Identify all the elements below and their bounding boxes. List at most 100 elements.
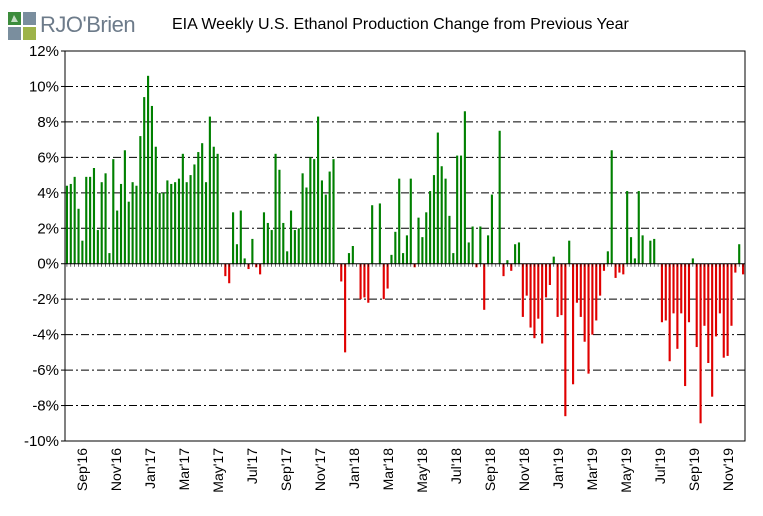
y-tick-label: 2% xyxy=(37,220,59,237)
bar xyxy=(707,263,710,363)
logo-mark-icon xyxy=(8,12,36,40)
bar xyxy=(347,253,351,264)
bar xyxy=(409,178,412,264)
x-tick-label: Nov'16 xyxy=(108,448,124,491)
bar xyxy=(533,263,536,339)
bar xyxy=(714,263,718,337)
bar xyxy=(398,178,401,264)
bar xyxy=(402,253,405,264)
y-tick-label: 4% xyxy=(37,185,59,202)
bar xyxy=(614,263,617,278)
bar xyxy=(405,235,408,264)
bar xyxy=(367,263,370,303)
bar xyxy=(112,159,115,264)
bar xyxy=(289,210,293,264)
bar xyxy=(672,263,675,314)
bar xyxy=(730,263,733,326)
bar xyxy=(204,182,208,264)
bar xyxy=(92,168,96,264)
bar xyxy=(498,130,501,264)
bar xyxy=(425,212,428,264)
bar xyxy=(208,116,211,264)
bar xyxy=(328,171,331,264)
bar xyxy=(139,136,142,264)
bar xyxy=(143,97,146,264)
x-tick-label: Nov'18 xyxy=(516,448,532,491)
bar xyxy=(637,191,640,264)
bar xyxy=(429,191,432,264)
x-tick-label: Sep'17 xyxy=(278,448,294,491)
x-tick-label: Jul'18 xyxy=(448,448,464,484)
x-tick-label: Jan'18 xyxy=(346,448,362,489)
bar xyxy=(606,251,609,264)
bar xyxy=(320,180,323,264)
bar xyxy=(680,263,683,314)
y-tick-label: 12% xyxy=(29,43,59,60)
bar xyxy=(587,263,590,374)
bar xyxy=(591,263,594,335)
bar xyxy=(487,235,490,264)
bar xyxy=(711,263,714,397)
x-tick-label: Jan'17 xyxy=(142,448,158,489)
bar xyxy=(525,263,528,296)
bar xyxy=(602,263,606,271)
bar xyxy=(575,263,578,303)
bar xyxy=(235,244,238,264)
bar xyxy=(85,176,88,264)
bar xyxy=(552,256,555,264)
bar xyxy=(286,251,289,264)
bar xyxy=(568,240,571,264)
x-tick-label: Jan'19 xyxy=(550,448,566,489)
bar xyxy=(297,228,300,264)
bar xyxy=(502,263,505,277)
x-tick-label: May'19 xyxy=(618,448,634,493)
bar xyxy=(313,159,316,264)
x-tick-label: Jul'17 xyxy=(244,448,260,484)
bar xyxy=(73,176,76,264)
bar xyxy=(641,235,644,264)
bar xyxy=(537,263,540,319)
bar xyxy=(108,253,111,264)
x-tick-label: Mar'19 xyxy=(584,448,600,491)
bar xyxy=(479,226,482,264)
bar xyxy=(471,226,474,264)
bar xyxy=(649,240,652,264)
bar xyxy=(463,111,466,264)
bar xyxy=(81,240,84,264)
bar xyxy=(228,263,231,284)
bar xyxy=(579,263,582,317)
bar xyxy=(359,263,362,300)
bar xyxy=(436,132,439,264)
x-tick-label: May'18 xyxy=(414,448,430,493)
bar xyxy=(676,263,679,349)
bar xyxy=(100,182,103,264)
x-tick-label: Sep'19 xyxy=(686,448,702,491)
bar xyxy=(456,155,459,264)
bar xyxy=(444,178,447,264)
bar xyxy=(77,208,80,264)
bar xyxy=(467,242,470,264)
x-tick-label: Mar'18 xyxy=(380,448,396,491)
bar xyxy=(177,178,181,264)
bar xyxy=(382,263,385,300)
bar xyxy=(564,263,567,417)
bar xyxy=(664,263,667,321)
bar xyxy=(421,237,424,264)
bar xyxy=(440,166,443,264)
bar xyxy=(390,254,393,264)
bar xyxy=(452,253,455,264)
bar xyxy=(193,164,196,264)
bar xyxy=(742,263,745,275)
bar xyxy=(158,192,161,264)
bar xyxy=(660,263,663,323)
bar xyxy=(278,169,281,264)
bar xyxy=(201,143,204,264)
y-tick-label: 8% xyxy=(37,114,59,131)
bar xyxy=(305,187,308,264)
bar xyxy=(521,263,524,317)
bar xyxy=(293,230,296,264)
x-tick-label: Mar'17 xyxy=(176,448,192,491)
bar xyxy=(695,263,698,348)
bar xyxy=(703,263,706,326)
bar xyxy=(618,263,621,273)
